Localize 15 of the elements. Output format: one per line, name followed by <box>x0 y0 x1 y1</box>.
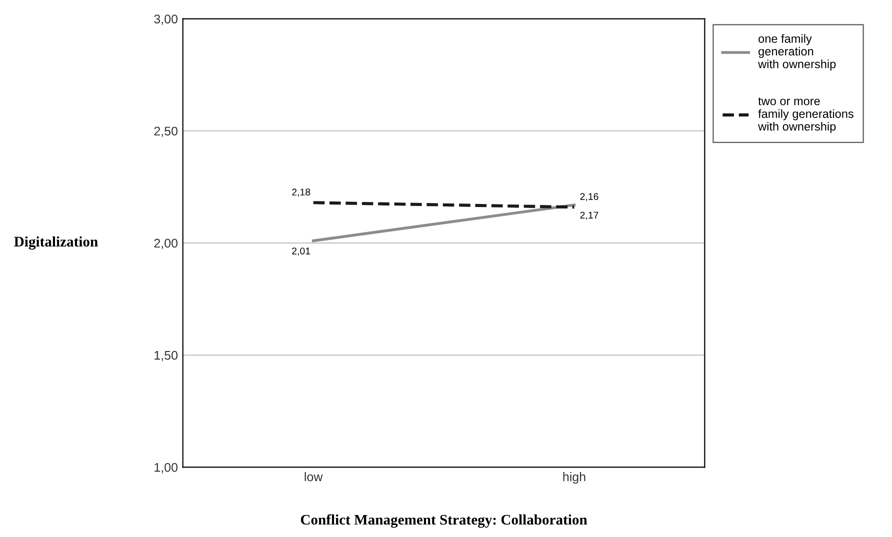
data-label: 2,01 <box>292 248 310 256</box>
y-tick-label: 3,00 <box>154 14 178 25</box>
y-tick-label: 1,00 <box>154 462 178 474</box>
y-tick-label: 1,50 <box>154 350 178 362</box>
y-tick-label: 2,50 <box>154 126 178 138</box>
data-label: 2,17 <box>580 212 598 220</box>
y-tick-label: 2,00 <box>154 238 178 250</box>
y-axis-title: Digitalization <box>14 236 98 250</box>
x-axis-title: Conflict Management Strategy: Collaboration <box>300 514 588 528</box>
legend-label: two or more family generations with ownership <box>758 97 854 133</box>
x-tick-label: high <box>563 472 586 484</box>
data-label: 2,18 <box>292 188 310 197</box>
x-tick-label: low <box>304 472 323 482</box>
data-label: 2,16 <box>580 193 598 202</box>
legend-label: one family generation with ownership <box>758 34 836 71</box>
